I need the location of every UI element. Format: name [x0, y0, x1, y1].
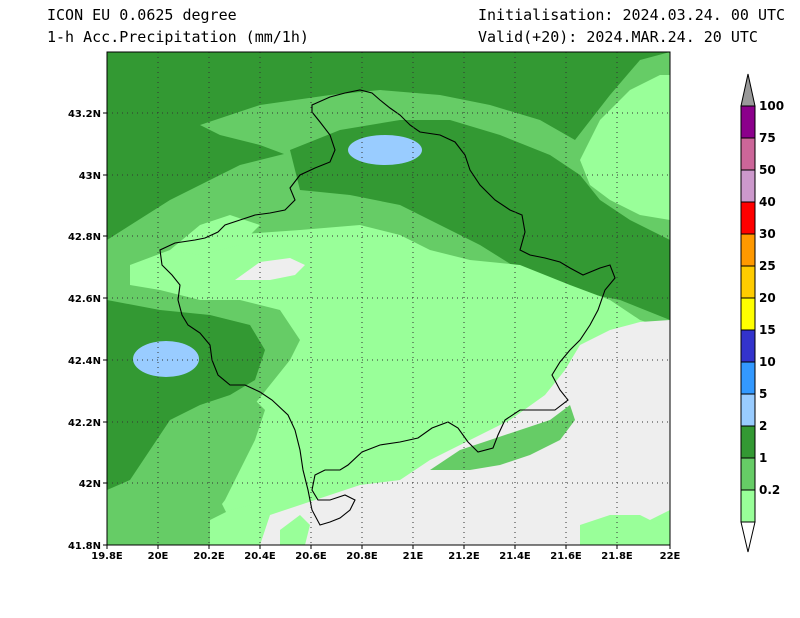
lon-label: 21.2E: [448, 551, 480, 562]
valid-time: Valid(+20): 2024.MAR.24. 20 UTC: [478, 28, 758, 46]
legend-label: 40: [759, 195, 776, 209]
lon-tick-labels: 19.8E 20E 20.2E 20.4E 20.6E 20.8E 21E 21…: [91, 551, 680, 562]
legend-underflow-arrow: [740, 521, 756, 553]
legend-label: 25: [759, 259, 776, 273]
color-legend: 100 75 50 40 30 25 20 15 10 5 2 1 0.2: [740, 73, 784, 553]
grid-lines: [107, 52, 670, 545]
legend-swatch: [740, 105, 756, 139]
area-2-5mm-north: [290, 120, 670, 320]
legend-swatch: [740, 457, 756, 491]
lat-label: 42.2N: [68, 418, 101, 429]
lat-label: 41.8N: [68, 541, 101, 552]
legend-label: 0.2: [759, 483, 780, 497]
area-02-1mm-ne: [580, 75, 670, 220]
lon-label: 21.6E: [550, 551, 582, 562]
legend-label: 10: [759, 355, 776, 369]
legend-swatch: [740, 425, 756, 459]
lon-label: 20.6E: [295, 551, 327, 562]
lon-label: 20.8E: [346, 551, 378, 562]
lon-label: 22E: [660, 551, 681, 562]
area-5-10mm-north: [348, 135, 422, 165]
legend-swatch: [740, 233, 756, 267]
legend-swatch: [740, 361, 756, 395]
legend-label: 5: [759, 387, 767, 401]
legend-label: 30: [759, 227, 776, 241]
lat-label: 43N: [79, 171, 101, 182]
legend-swatch: [740, 265, 756, 299]
lat-tick-labels: 43.2N 43N 42.8N 42.6N 42.4N 42.2N 42N 41…: [68, 109, 101, 552]
tick-marks: [103, 112, 671, 549]
legend-swatch: [740, 393, 756, 427]
lat-label: 42.4N: [68, 356, 101, 367]
legend-label: 2: [759, 419, 767, 433]
lon-label: 21E: [403, 551, 424, 562]
legend-label: 1: [759, 451, 767, 465]
area-02-1mm-sw: [280, 515, 310, 545]
legend-overflow-arrow: [740, 73, 756, 107]
area-1-2mm-se: [430, 405, 575, 470]
legend-label: 20: [759, 291, 776, 305]
area-1-2mm-mid: [205, 395, 265, 520]
area-5-10mm-west: [133, 341, 199, 377]
area-02-1mm-se2: [580, 515, 670, 545]
area-none-west: [235, 258, 305, 280]
area-none-se: [260, 320, 670, 545]
legend-swatch: [740, 201, 756, 235]
area-02-1mm-south: [210, 505, 260, 545]
lat-label: 42.8N: [68, 232, 101, 243]
country-border: [159, 89, 616, 526]
precipitation-field: [107, 52, 670, 545]
lat-label: 42.6N: [68, 294, 101, 305]
legend-swatch: [740, 137, 756, 171]
legend-swatch: [740, 489, 756, 523]
lon-label: 21.4E: [499, 551, 531, 562]
legend-label: 50: [759, 163, 776, 177]
lon-label: 20E: [148, 551, 169, 562]
field-title: 1-h Acc.Precipitation (mm/1h): [47, 28, 309, 46]
legend-swatch: [740, 297, 756, 331]
lat-label: 43.2N: [68, 109, 101, 120]
legend-label: 15: [759, 323, 776, 337]
lon-label: 21.8E: [601, 551, 633, 562]
model-title: ICON EU 0.0625 degree: [47, 6, 237, 24]
lon-label: 20.2E: [193, 551, 225, 562]
lat-label: 42N: [79, 479, 101, 490]
legend-label: 100: [759, 99, 784, 113]
init-time: Initialisation: 2024.03.24. 00 UTC: [478, 6, 786, 24]
legend-swatch: [740, 169, 756, 203]
legend-swatch: [740, 329, 756, 363]
legend-label: 75: [759, 131, 776, 145]
lon-label: 20.4E: [244, 551, 276, 562]
lon-label: 19.8E: [91, 551, 123, 562]
area-02-1mm-nw: [170, 215, 260, 255]
